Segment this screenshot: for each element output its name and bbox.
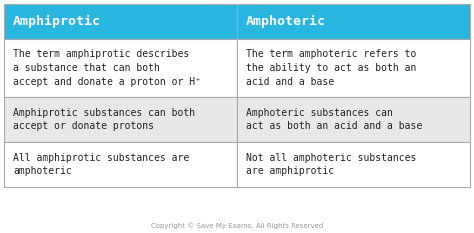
Text: Copyright © Save My Exams. All Rights Reserved: Copyright © Save My Exams. All Rights Re… [151,223,323,229]
Bar [237,39,470,97]
Text: Amphiprotic: Amphiprotic [13,15,101,28]
Text: The term amphiprotic describes
a substance that can both
accept and donate a pro: The term amphiprotic describes a substan… [13,49,201,87]
Bar [4,39,237,97]
Bar [4,97,237,142]
Text: All amphiprotic substances are
amphoteric: All amphiprotic substances are amphoteri… [13,153,189,176]
Bar [237,97,470,142]
Bar [4,142,237,187]
Text: Amphoteric substances can
act as both an acid and a base: Amphoteric substances can act as both an… [246,108,422,131]
Bar [4,4,237,39]
Bar [237,4,470,39]
Text: The term amphoteric refers to
the ability to act as both an
acid and a base: The term amphoteric refers to the abilit… [246,49,416,87]
Text: Amphoteric: Amphoteric [246,15,326,28]
Text: Not all amphoteric substances
are amphiprotic: Not all amphoteric substances are amphip… [246,153,416,176]
Bar [237,142,470,187]
Text: Amphiprotic substances can both
accept or donate protons: Amphiprotic substances can both accept o… [13,108,195,131]
